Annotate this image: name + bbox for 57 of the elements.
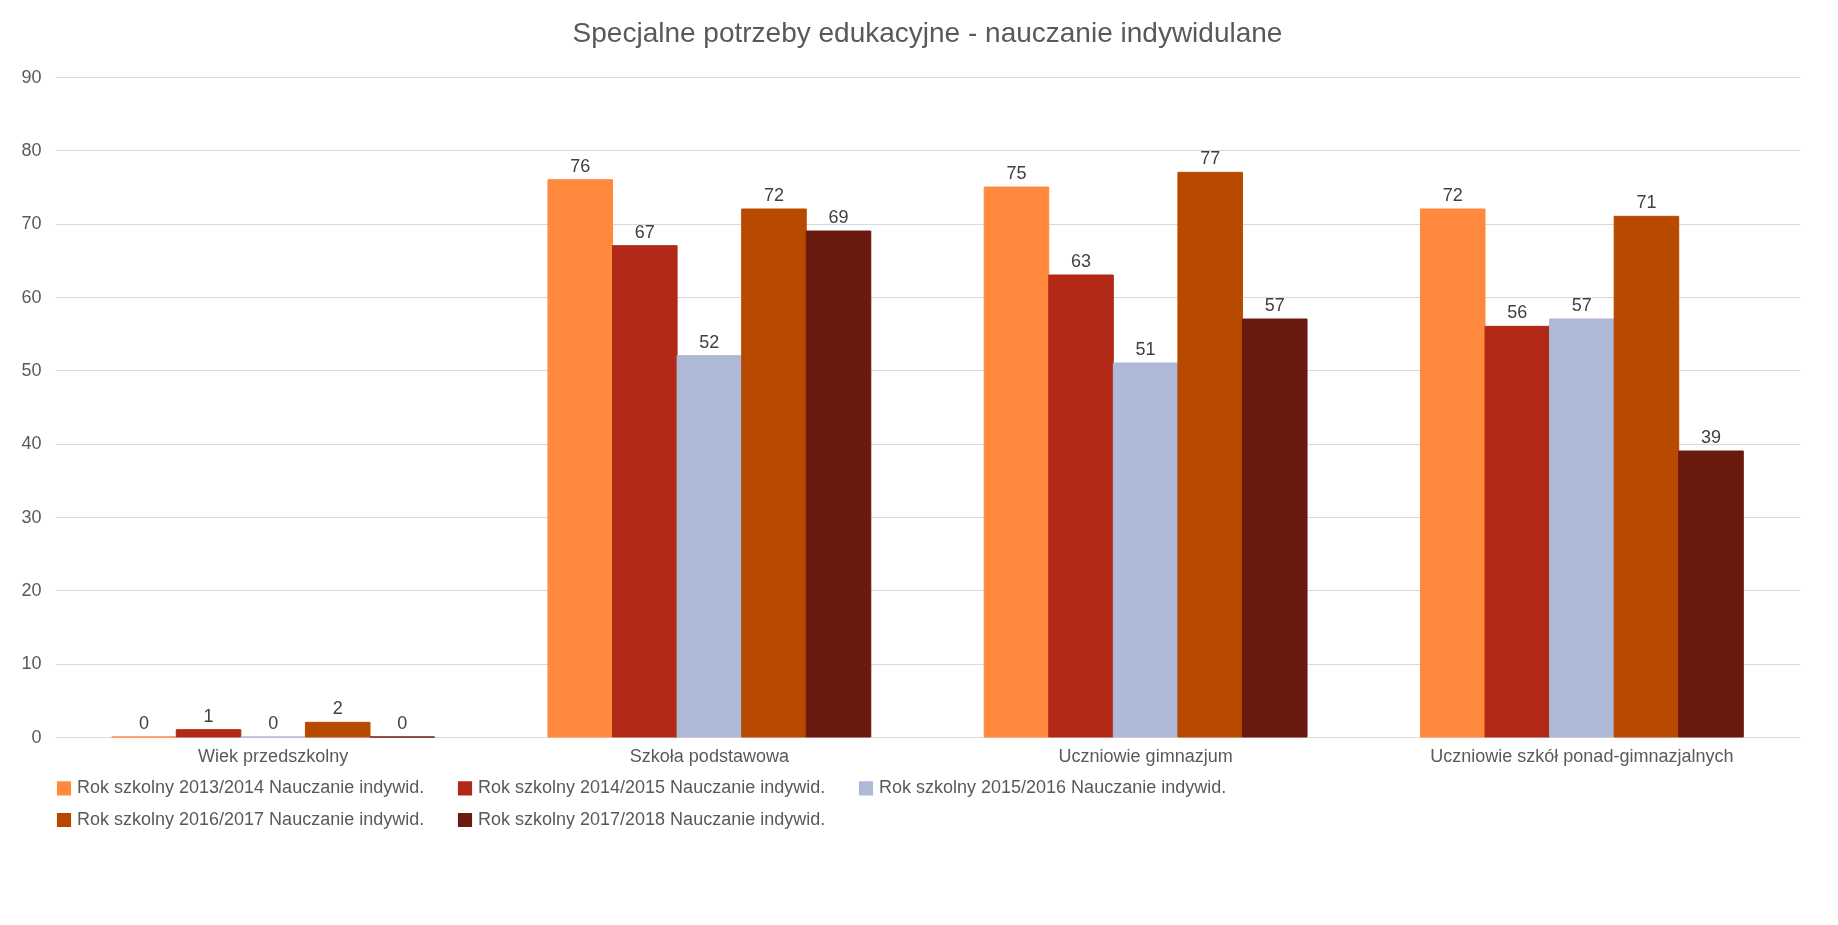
bar (175, 729, 242, 738)
y-tick-label: 50 (21, 359, 42, 380)
bar (547, 179, 614, 738)
bar (1549, 318, 1615, 738)
y-tick-label: 20 (21, 579, 42, 600)
legend-label: Rok szkolny 2015/2016 Nauczanie indywid. (879, 777, 1227, 798)
bar (612, 245, 678, 738)
bar (805, 230, 872, 738)
data-label: 72 (1442, 185, 1463, 205)
y-tick-label: 60 (21, 286, 42, 307)
y-tick-label: 10 (21, 653, 42, 674)
bar (741, 208, 807, 738)
x-tick-label: Szkoła podstawowa (629, 745, 790, 766)
legend-label: Rok szkolny 2013/2014 Nauczanie indywid. (77, 777, 425, 798)
data-label: 0 (138, 713, 149, 733)
data-label: 52 (699, 331, 720, 352)
bar (1678, 450, 1744, 738)
y-tick-label: 0 (31, 726, 42, 747)
data-label: 71 (1636, 192, 1657, 213)
bar (1241, 318, 1308, 738)
data-label: 76 (570, 155, 591, 176)
data-label: 67 (634, 221, 655, 242)
data-label: 0 (397, 713, 408, 733)
bar (1484, 325, 1551, 738)
x-tick-label: Wiek przedszkolny (198, 745, 349, 766)
data-label: 1 (203, 705, 214, 726)
data-label: 0 (268, 713, 279, 733)
y-tick-label: 70 (21, 213, 42, 234)
bar (1048, 274, 1114, 738)
bar (304, 721, 371, 738)
data-label: 75 (1006, 163, 1027, 183)
data-label: 69 (828, 207, 849, 227)
y-tick-label: 30 (21, 506, 42, 527)
bar (1419, 208, 1486, 738)
legend-label: Rok szkolny 2017/2018 Nauczanie indywid. (478, 809, 826, 829)
data-label: 39 (1700, 427, 1722, 447)
legend-label: Rok szkolny 2014/2015 Nauczanie indywid. (478, 777, 826, 798)
data-label: 51 (1135, 339, 1156, 359)
bar (1177, 171, 1243, 738)
data-label: 63 (1071, 251, 1092, 271)
x-tick-label: Uczniowie szkół ponad-gimnazjalnych (1430, 745, 1734, 766)
legend-label: Rok szkolny 2016/2017 Nauczanie indywid. (77, 809, 425, 829)
data-label: 57 (1264, 295, 1285, 315)
bar (983, 186, 1050, 738)
bar (676, 355, 743, 738)
data-label: 56 (1507, 302, 1528, 323)
bar (1613, 215, 1680, 738)
data-label: 2 (332, 698, 343, 719)
x-tick-label: Uczniowie gimnazjum (1058, 745, 1233, 766)
chart-title: Specjalne potrzeby edukacyjne - nauczanie indywidulane (572, 17, 1283, 48)
y-tick-label: 40 (21, 433, 42, 454)
y-tick-label: 90 (21, 66, 42, 87)
y-tick-label: 80 (21, 139, 42, 160)
data-label: 72 (763, 185, 784, 205)
data-label: 77 (1200, 148, 1221, 169)
data-label: 57 (1571, 295, 1592, 315)
bar (1112, 362, 1179, 738)
